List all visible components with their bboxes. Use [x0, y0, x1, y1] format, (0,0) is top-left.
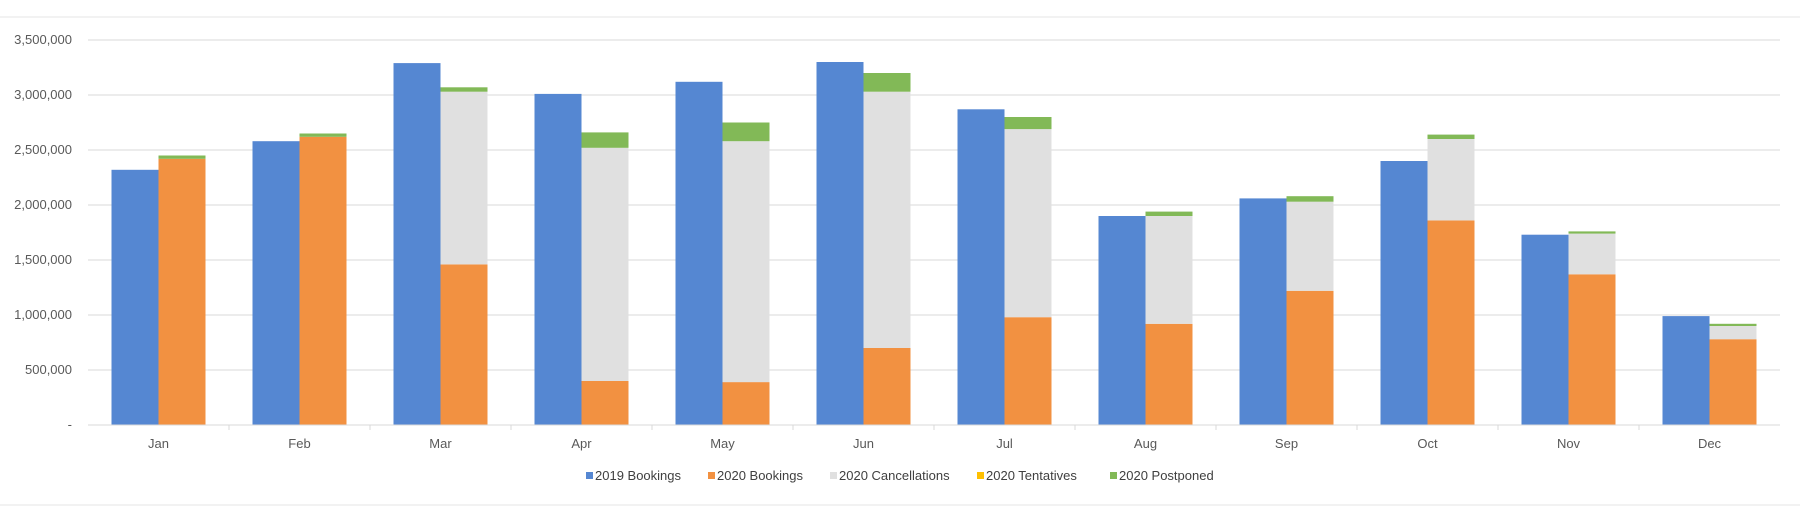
bar-2020-bookings: [581, 381, 629, 425]
bar-2020-bookings: [1286, 290, 1334, 425]
x-tick-label: Feb: [288, 436, 310, 451]
x-tick-label: Aug: [1134, 436, 1157, 451]
y-tick-label: 2,000,000: [14, 197, 72, 212]
bar-2020-postponed: [1568, 231, 1616, 234]
legend-swatch: [830, 472, 837, 479]
x-tick-label: Jan: [148, 436, 169, 451]
bar-2019-bookings: [1380, 161, 1428, 425]
bar-2020-bookings: [1145, 323, 1193, 425]
bar-2020-bookings: [158, 158, 206, 426]
x-tick-label: Sep: [1275, 436, 1298, 451]
x-tick-label: Jun: [853, 436, 874, 451]
bar-2020-cancellations: [1709, 326, 1757, 340]
y-tick-label: -: [68, 417, 72, 432]
bar-2020-bookings: [1709, 339, 1757, 425]
bar-2020-cancellations: [1145, 216, 1193, 324]
bar-2020-postponed: [1709, 323, 1757, 326]
bar-2020-postponed: [1427, 134, 1475, 139]
bars: [111, 62, 1757, 426]
y-tick-label: 3,500,000: [14, 32, 72, 47]
bar-2020-postponed: [158, 155, 206, 159]
bar-2019-bookings: [1239, 198, 1287, 425]
bar-2019-bookings: [675, 81, 723, 426]
legend-swatch: [708, 472, 715, 479]
bar-2020-postponed: [863, 73, 911, 92]
y-tick-label: 500,000: [25, 362, 72, 377]
y-tick-label: 2,500,000: [14, 142, 72, 157]
bar-2020-cancellations: [1286, 201, 1334, 291]
bar-2020-bookings: [440, 264, 488, 425]
bar-2020-bookings: [722, 382, 770, 425]
y-tick-label: 1,500,000: [14, 252, 72, 267]
x-tick-label: Jul: [996, 436, 1013, 451]
legend-swatch: [977, 472, 984, 479]
x-tick-label: Dec: [1698, 436, 1722, 451]
bar-2020-bookings: [863, 348, 911, 425]
legend-label: 2020 Bookings: [717, 468, 804, 483]
legend-label: 2019 Bookings: [595, 468, 682, 483]
bar-2020-cancellations: [581, 147, 629, 381]
bar-2020-cancellations: [722, 141, 770, 383]
bar-2020-bookings: [1427, 220, 1475, 425]
bar-2020-postponed: [1286, 196, 1334, 202]
legend-swatch: [1110, 472, 1117, 479]
bar-2020-postponed: [1145, 211, 1193, 216]
bar-2019-bookings: [1521, 234, 1569, 425]
bar-2020-postponed: [581, 132, 629, 148]
gridlines: [88, 39, 1780, 371]
bar-2019-bookings: [957, 109, 1005, 426]
bar-2019-bookings: [816, 62, 864, 425]
x-tick-label: Oct: [1417, 436, 1438, 451]
x-tick-label: Nov: [1557, 436, 1581, 451]
bar-2020-postponed: [440, 87, 488, 92]
legend-swatch: [586, 472, 593, 479]
bar-2020-cancellations: [863, 91, 911, 348]
legend: 2019 Bookings 2020 Bookings 2020 Cancellat…: [586, 468, 1214, 483]
bar-2020-cancellations: [1004, 129, 1052, 318]
bar-2020-postponed: [1004, 117, 1052, 130]
bar-2020-bookings: [299, 136, 347, 426]
bar-2020-postponed: [299, 133, 347, 137]
bar-2019-bookings: [393, 63, 441, 425]
bar-2020-bookings: [1004, 317, 1052, 425]
bar-2020-cancellations: [1427, 139, 1475, 221]
x-axis: Jan Feb Mar Apr May Jun Jul Aug Sep Oct Nov Dec: [88, 424, 1780, 451]
x-tick-label: Apr: [571, 436, 592, 451]
y-tick-label: 1,000,000: [14, 307, 72, 322]
bar-2020-cancellations: [440, 91, 488, 265]
bar-2020-bookings: [1568, 274, 1616, 425]
x-tick-label: May: [710, 436, 735, 451]
bar-2020-cancellations: [1568, 233, 1616, 275]
legend-label: 2020 Postponed: [1119, 468, 1214, 483]
bar-2019-bookings: [534, 93, 582, 426]
bar-2019-bookings: [1662, 316, 1710, 425]
bar-2019-bookings: [111, 169, 159, 425]
bar-2019-bookings: [1098, 216, 1146, 425]
x-tick-label: Mar: [429, 436, 452, 451]
legend-label: 2020 Tentatives: [986, 468, 1077, 483]
y-axis: - 500,000 1,000,000 1,500,000 2,000,000 2,500…: [14, 32, 72, 432]
legend-label: 2020 Cancellations: [839, 468, 950, 483]
bar-2019-bookings: [252, 141, 300, 425]
y-tick-label: 3,000,000: [14, 87, 72, 102]
bar-2020-postponed: [722, 122, 770, 142]
